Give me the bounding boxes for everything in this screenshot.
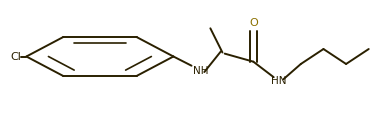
Text: HN: HN — [271, 75, 286, 85]
Text: O: O — [249, 18, 258, 28]
Text: NH: NH — [193, 66, 208, 76]
Text: Cl: Cl — [10, 52, 21, 62]
